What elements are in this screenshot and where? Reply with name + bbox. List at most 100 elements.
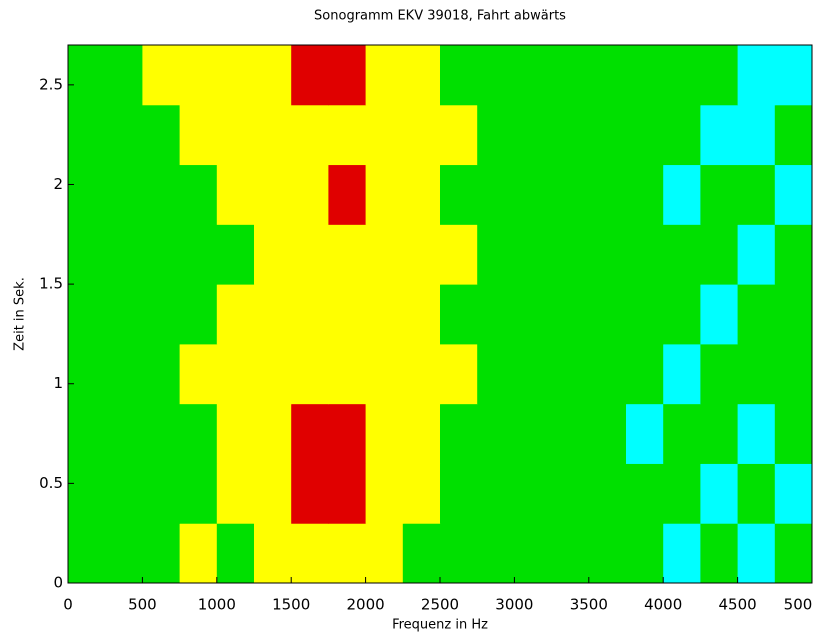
heatmap-cell [328,463,367,524]
heatmap-cell [68,104,106,166]
heatmap-cell [477,224,515,285]
heatmap-cell [626,463,664,524]
heatmap-cell [216,45,255,106]
y-axis-label: Zeit in Sek. [13,277,28,351]
heatmap-cell [254,164,292,225]
heatmap-cell [477,284,515,345]
heatmap-cell [142,343,181,405]
heatmap-cell [737,284,776,345]
heatmap-cell [774,463,813,524]
heatmap-cell [663,45,701,106]
heatmap-cell [737,463,776,524]
heatmap-cell [477,343,515,405]
heatmap-cell [291,403,329,464]
heatmap-cell [440,45,478,106]
x-tick-label: 3000 [495,596,533,614]
heatmap-cell [774,104,813,166]
heatmap-cell [68,403,106,464]
heatmap-cell [737,343,776,405]
heatmap-cell [216,224,255,285]
heatmap-cell [328,104,367,166]
heatmap-cell [105,104,143,166]
heatmap-cell [216,284,255,345]
heatmap-cell [365,463,404,524]
heatmap-cell [291,284,329,345]
heatmap-cell [216,164,255,225]
heatmap-cell [328,284,367,345]
heatmap-cell [402,104,441,166]
heatmap-cell [551,104,590,166]
heatmap-cell [514,343,553,405]
x-tick-label: 2000 [347,596,385,614]
heatmap-cell [700,284,739,345]
x-tick-label: 1500 [272,596,310,614]
heatmap-cell [254,104,292,166]
heatmap-cell [179,164,218,225]
heatmap-cell [477,463,515,524]
heatmap-cell [328,164,367,225]
heatmap-cell [737,45,776,106]
heatmap-cell [514,463,553,524]
heatmap-cell [402,403,441,464]
heatmap-cell [440,403,478,464]
heatmap-cell [179,523,218,584]
heatmap-cell [105,224,143,285]
x-tick-label: 2500 [421,596,459,614]
heatmap-cell [551,343,590,405]
heatmap-cell [68,164,106,225]
heatmap-cell [774,523,813,584]
heatmap-cell [700,104,739,166]
heatmap-cell [291,343,329,405]
heatmap-cell [477,523,515,584]
x-tick-label: 1000 [198,596,236,614]
heatmap-cell [700,343,739,405]
heatmap-cell [663,284,701,345]
heatmap-cell [68,343,106,405]
heatmap-cell [365,45,404,106]
heatmap-cell [402,463,441,524]
heatmap-cell [514,104,553,166]
heatmap-cell [216,463,255,524]
heatmap-cell [551,463,590,524]
x-tick-label: 4000 [644,596,682,614]
heatmap-cell [663,403,701,464]
heatmap-cell [588,284,627,345]
heatmap-cell [440,104,478,166]
heatmap-cell [477,164,515,225]
heatmap-cell [514,284,553,345]
y-tick-label: 2.5 [39,75,63,93]
heatmap-cell [105,284,143,345]
heatmap-cell [402,224,441,285]
heatmap-cell [179,284,218,345]
heatmap-cell [105,164,143,225]
heatmap-cell [626,164,664,225]
heatmap-cell [179,343,218,405]
heatmap-cell [588,403,627,464]
heatmap-cell [626,45,664,106]
heatmap-cell [142,224,181,285]
heatmap-cell [179,463,218,524]
x-tick-label: 500 [128,596,157,614]
heatmap-cell [737,104,776,166]
heatmap-cell [68,284,106,345]
x-tick-label: 0 [63,596,73,614]
y-tick-label: 2 [53,175,63,193]
heatmap-cell [179,104,218,166]
heatmap-cell [477,45,515,106]
heatmap-cell [291,164,329,225]
heatmap-cell [440,224,478,285]
heatmap-cell [254,523,292,584]
heatmap-cell [663,224,701,285]
heatmap-cell [551,284,590,345]
y-tick-label: 0.5 [39,474,63,492]
x-tick-label: 500 [784,596,813,614]
heatmap-cell [588,523,627,584]
heatmap-cell [774,284,813,345]
heatmap-cell [328,523,367,584]
heatmap-cell [402,45,441,106]
heatmap-cell [105,463,143,524]
heatmap-cell [179,224,218,285]
heatmap-cell [588,164,627,225]
x-axis-label: Frequenz in Hz [392,618,488,633]
heatmap-cell [440,523,478,584]
